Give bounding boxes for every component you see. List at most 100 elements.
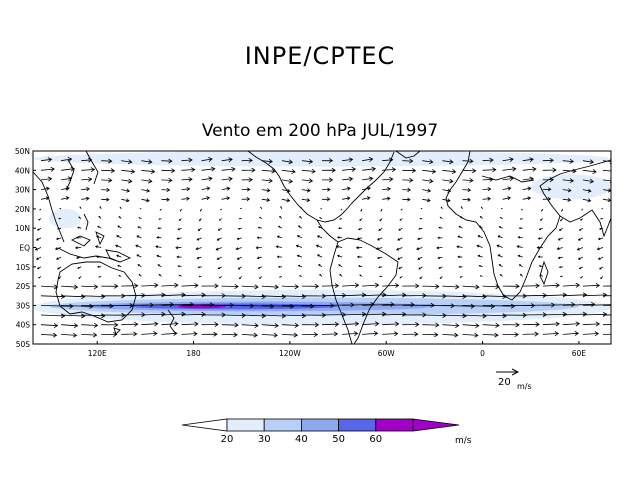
lat-label: 50S <box>16 340 31 349</box>
wind-vector-79 <box>462 177 474 183</box>
wind-vector-319 <box>37 266 42 270</box>
wind-vector-94 <box>181 186 191 192</box>
wind-vector-240 <box>196 237 202 241</box>
wind-vector-492 <box>602 314 611 316</box>
wind-vector-421 <box>342 292 367 298</box>
wind-vector-31 <box>81 167 96 173</box>
wind-vector-103 <box>362 186 371 191</box>
wind-vector-228 <box>538 227 543 231</box>
wind-vector-301 <box>256 256 262 260</box>
wind-vector-66 <box>201 176 213 182</box>
wind-vector-309 <box>417 256 423 260</box>
wind-vector-185 <box>258 216 263 219</box>
wind-vector-242 <box>236 237 242 240</box>
wind-vector-516 <box>502 322 520 328</box>
wind-vector-38 <box>221 166 236 172</box>
wind-vector-376 <box>600 276 604 280</box>
wind-vector-115 <box>602 188 611 193</box>
wind-vector-46 <box>382 167 397 173</box>
wind-vector-125 <box>221 196 231 201</box>
wind-vector-156 <box>260 206 263 210</box>
wind-vector-192 <box>399 218 403 221</box>
wind-vector-77 <box>422 178 434 184</box>
wind-vector-350 <box>78 276 82 279</box>
lat-label: 40N <box>15 166 30 175</box>
wind-vector-204 <box>57 227 62 230</box>
wind-vector-266 <box>135 244 142 248</box>
wind-vector-348 <box>38 276 42 279</box>
wind-vector-195 <box>459 215 463 219</box>
wind-vector-233 <box>55 237 62 240</box>
wind-vector-310 <box>437 256 443 260</box>
wind-vector-223 <box>438 226 443 229</box>
wind-vector-216 <box>297 225 303 229</box>
wind-vector-67 <box>221 176 233 182</box>
page-title: INPE/CPTEC <box>244 42 396 70</box>
wind-vector-518 <box>542 321 560 327</box>
wind-vector-168 <box>500 208 503 210</box>
wind-vector-405 <box>602 285 611 287</box>
wind-vector-362 <box>319 274 323 277</box>
wind-vector-480 <box>362 311 387 317</box>
wind-vector-53 <box>522 166 537 172</box>
colorbar-swatch-4 <box>375 418 414 432</box>
wind-vector-388 <box>261 284 279 290</box>
wind-vector-129 <box>301 198 311 203</box>
wind-vector-532 <box>241 332 258 338</box>
wind-vector-331 <box>277 265 282 268</box>
wind-vector-511 <box>402 322 420 328</box>
wind-vector-68 <box>241 177 253 183</box>
wind-vector-447 <box>281 303 315 309</box>
wind-vector-308 <box>397 256 403 260</box>
wind-vector-525 <box>101 331 118 337</box>
wind-vector-367 <box>419 276 423 280</box>
wind-vector-0 <box>40 157 53 163</box>
wind-vector-151 <box>159 208 162 211</box>
wind-vector-493 <box>40 322 59 328</box>
wind-vector-510 <box>382 321 400 327</box>
wind-vector-208 <box>137 226 142 229</box>
wind-vector-548 <box>562 331 580 336</box>
wind-vector-135 <box>422 198 431 203</box>
wind-vector-4 <box>121 159 133 165</box>
wind-vector-407 <box>61 294 86 300</box>
wind-vector-201 <box>580 218 584 221</box>
wind-vector-99 <box>281 188 291 193</box>
colorbar-right-triangle <box>412 418 460 432</box>
wind-vector-54 <box>542 167 557 173</box>
wind-vector-406 <box>40 294 66 300</box>
wind-vector-279 <box>396 247 403 251</box>
wind-vector-432 <box>562 292 588 298</box>
wind-vector-326 <box>177 265 182 268</box>
wind-vector-513 <box>442 322 460 328</box>
wind-vector-391 <box>321 283 340 289</box>
wind-vector-90 <box>101 187 111 193</box>
wind-vector-314 <box>517 254 523 258</box>
wind-vector-51 <box>482 167 497 173</box>
wind-vector-176 <box>78 216 82 219</box>
wind-vector-215 <box>277 225 283 229</box>
wind-vector-116 <box>40 196 50 201</box>
wind-vector-160 <box>340 208 343 211</box>
wind-vector-298 <box>196 256 202 260</box>
lat-label: 50N <box>15 147 30 156</box>
wind-vector-16 <box>362 157 374 162</box>
wind-vector-189 <box>339 218 343 220</box>
wind-vector-274 <box>295 244 303 248</box>
wind-vector-220 <box>378 227 383 231</box>
lat-label: 10S <box>16 263 31 272</box>
wind-vector-546 <box>522 331 539 337</box>
wind-vector-48 <box>422 168 437 174</box>
wind-vector-517 <box>522 321 540 327</box>
wind-vector-508 <box>342 321 360 327</box>
wind-vector-111 <box>522 186 532 191</box>
wind-vector-236 <box>116 235 122 239</box>
wind-vector-174 <box>38 218 42 221</box>
speed-band-6 <box>530 174 611 200</box>
wind-vector-100 <box>301 188 311 193</box>
wind-vector-347 <box>599 266 604 270</box>
wind-vector-381 <box>121 283 139 289</box>
wind-vector-501 <box>201 322 219 328</box>
wind-vector-252 <box>437 236 443 240</box>
wind-vector-294 <box>116 254 122 258</box>
